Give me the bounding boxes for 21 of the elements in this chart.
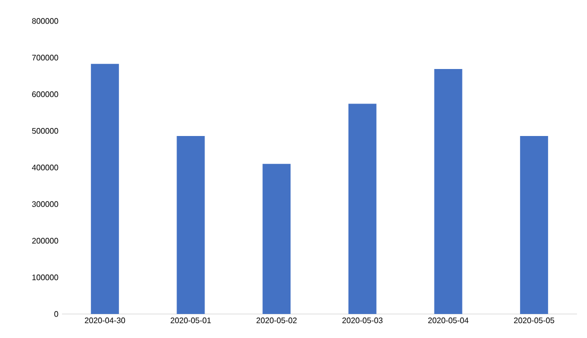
y-tick-label: 400000 — [32, 164, 58, 170]
x-tick-label: 2020-05-02 — [256, 318, 297, 324]
x-tick-label: 2020-05-01 — [170, 318, 211, 324]
y-tick-label: 500000 — [32, 128, 58, 134]
y-tick-label: 700000 — [32, 54, 58, 60]
y-tick-label: 0 — [54, 311, 58, 317]
bar — [434, 68, 462, 314]
y-tick-label: 200000 — [32, 238, 58, 244]
bar — [262, 164, 291, 314]
bar — [90, 64, 119, 314]
x-tick-label: 2020-05-05 — [514, 318, 554, 324]
y-tick-label: 300000 — [32, 201, 58, 207]
y-tick-label: 800000 — [32, 18, 58, 24]
x-tick-label: 2020-05-04 — [428, 318, 468, 324]
bar — [176, 136, 205, 314]
bar — [520, 136, 548, 314]
y-tick-label: 100000 — [32, 274, 58, 280]
x-tick-label: 2020-04-30 — [84, 318, 126, 324]
x-tick-label: 2020-05-03 — [342, 318, 383, 324]
y-tick-label: 600000 — [32, 91, 58, 98]
bar — [348, 104, 376, 314]
